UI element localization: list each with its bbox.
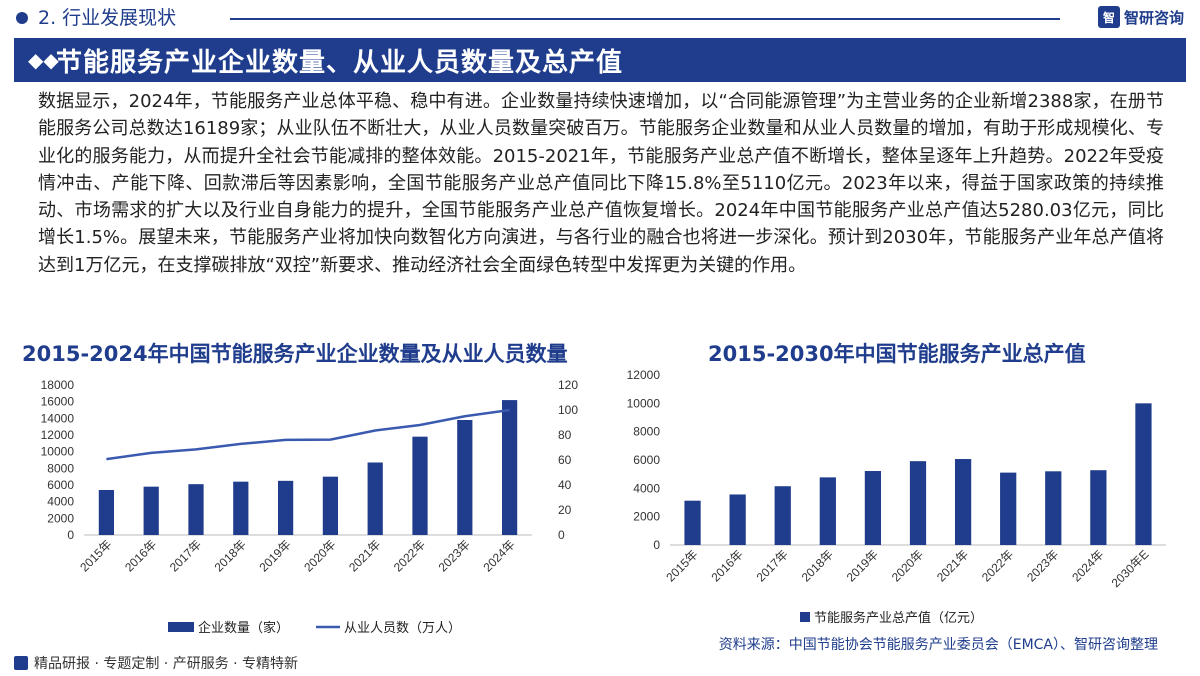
diamond-bullets-icon: ◆◆ [28,48,59,72]
chart1-bar [501,400,518,535]
title-banner: ◆◆ 节能服务产业企业数量、从业人员数量及总产值 [14,38,1186,82]
chart1-xtick-label: 2017年 [167,537,204,574]
chart1-ytick-left-label: 16000 [41,395,75,409]
chart2-xtick-label: 2024年 [1069,547,1106,584]
chart1-ytick-left-label: 18000 [41,378,75,392]
chart2-xtick-label: 2021年 [934,547,971,584]
chart1-xtick-label: 2023年 [436,537,473,574]
chart1-xtick-label: 2021年 [346,537,383,574]
chart1-ytick-right-label: 0 [558,528,565,542]
chart2-bar [864,471,882,545]
chart2-xtick-label: 2018年 [799,547,836,584]
top-bar: 2. 行业发展现状 智 智研咨询 [0,0,1200,36]
chart2-legend-swatch [800,612,810,622]
chart2-xtick-label: 2017年 [754,547,791,584]
chart2-bar [1045,471,1062,545]
chart2-bar [1135,403,1152,545]
chart2-ytick-label: 2000 [633,510,660,524]
chart1-bar [188,484,204,535]
chart1-bar [98,490,115,535]
brand-name: 智研咨询 [1123,8,1184,27]
chart1-bar [143,486,159,535]
chart2-ytick-label: 6000 [633,453,660,467]
chart2-ytick-label: 8000 [633,425,660,439]
chart1-bar [233,481,249,535]
chart1-ytick-right-label: 20 [558,503,572,517]
chart1-xtick-label: 2018年 [212,537,249,574]
chart1-xtick-label: 2019年 [256,537,293,574]
brand-logo: 智 智研咨询 [1097,6,1184,28]
chart1-xtick-label: 2024年 [480,537,517,574]
chart2-bar [1000,472,1017,545]
chart1-ytick-left-label: 4000 [47,495,74,509]
chart1-xtick-label: 2020年 [301,537,338,574]
chart1-xtick-label: 2015年 [77,537,114,574]
chart2-ytick-label: 12000 [627,368,661,382]
chart2-ytick-label: 10000 [627,396,661,410]
footer-tags: 精品研报 · 专题定制 · 产研服务 · 专精特新 [34,656,299,672]
chart2-bar [774,486,791,545]
chart2-title: 2015-2030年中国节能服务产业总产值 [708,342,1086,366]
chart1-ytick-right-label: 120 [558,378,578,392]
chart1-ytick-left-label: 10000 [41,445,75,459]
chart2-xtick-label: 2023年 [1024,547,1061,584]
page-title: 节能服务产业企业数量、从业人员数量及总产值 [56,47,624,78]
chart2-bar [909,461,927,545]
chart2-ytick-label: 4000 [633,481,660,495]
chart1-ytick-right-label: 60 [558,453,572,467]
chart2-bar [1090,470,1107,545]
chart2-xtick-label: 2030年E [1109,547,1152,590]
chart1-ytick-right-label: 100 [558,403,578,417]
chart1-line-series [106,408,510,461]
section-label: 2. 行业发展现状 [38,7,177,29]
chart1-bar [412,436,428,535]
chart1-bar [322,476,339,535]
chart2-legend-label: 节能服务产业总产值（亿元） [814,610,983,625]
chart2-xtick-label: 2016年 [708,547,745,584]
chart1-ytick-left-label: 14000 [41,411,75,425]
chart1-xtick-label: 2016年 [122,537,159,574]
chart2-bar [819,477,836,545]
chart1-bar [457,420,473,535]
chart2-bar [729,494,746,545]
chart1-legend-line-label: 从业人员数（万人） [344,620,461,635]
chart1-ytick-left-label: 0 [67,528,74,542]
chart1-xtick-label: 2022年 [391,537,428,574]
brand-mark-icon: 智 [1097,6,1120,28]
chart2-xtick-label: 2015年 [663,547,700,584]
chart2-xtick-label: 2020年 [889,547,926,584]
chart1-ytick-left-label: 6000 [47,478,74,492]
chart2-bar [954,459,972,545]
chart2-ytick-label: 0 [653,538,660,552]
chart1-bar [277,480,294,535]
footer-logo-icon [14,656,28,670]
chart2-bar [684,500,701,545]
chart1-legend-bar-label: 企业数量（家） [198,620,289,635]
chart1-ytick-right-label: 40 [558,478,572,492]
footer: 精品研报 · 专题定制 · 产研服务 · 专精特新 [0,648,1200,676]
chart2-xtick-label: 2022年 [979,547,1016,584]
body-paragraph: 数据显示，2024年，节能服务产业总体平稳、稳中有进。企业数量持续快速增加，以“… [38,91,1164,276]
chart1-ytick-left-label: 2000 [47,511,74,525]
chart1-ytick-left-label: 12000 [41,428,75,442]
chart2-xtick-label: 2019年 [844,547,881,584]
chart1-title: 2015-2024年中国节能服务产业企业数量及从业人员数量 [22,342,568,366]
chart1-bar [367,462,383,535]
data-source: 资料来源：中国节能协会节能服务产业委员会（EMCA）、智研咨询整理 [718,637,1158,653]
chart1-ytick-right-label: 80 [558,428,572,442]
chart1-ytick-left-label: 8000 [47,461,74,475]
section-divider [230,18,1060,20]
section-bullet-icon [16,12,28,24]
chart1-legend-bar-swatch [168,622,194,632]
